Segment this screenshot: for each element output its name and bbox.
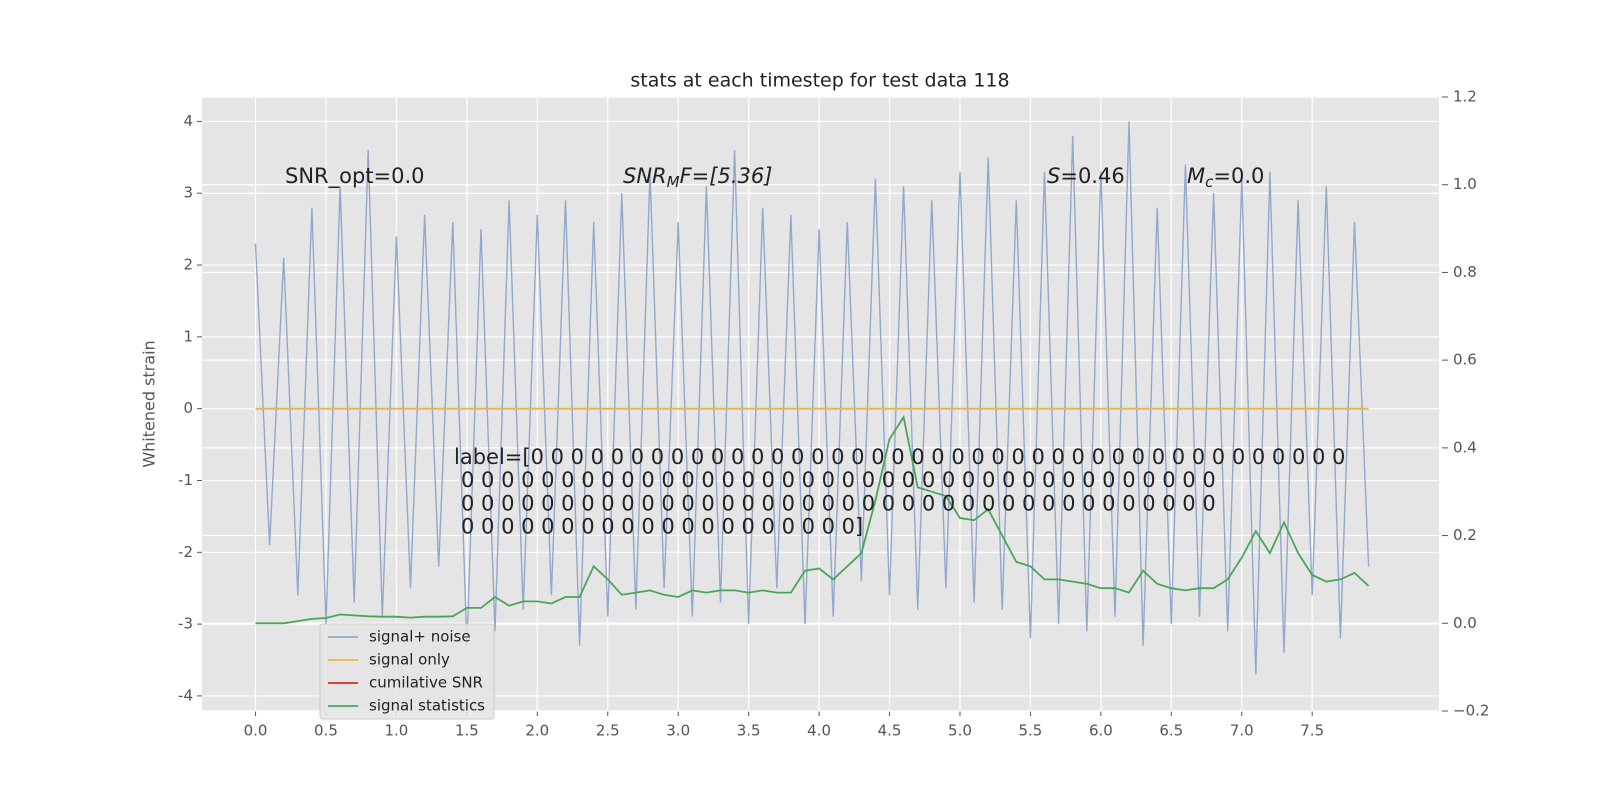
x-tick-label: 2.0	[525, 722, 549, 740]
y2-tick-label: 0.2	[1453, 526, 1477, 544]
y-tick-label: 1	[183, 327, 193, 345]
annotation: SNRMF=[5.36]	[623, 164, 772, 191]
series-line	[255, 414, 1370, 625]
y-tick-label: -1	[178, 471, 193, 489]
x-tick-label: 7.5	[1300, 722, 1324, 740]
x-tick-label: 1.0	[384, 722, 408, 740]
annotation: S=0.46	[1047, 164, 1125, 188]
x-tick-label: 0.5	[314, 722, 338, 740]
y2-tick-label: 0.4	[1453, 438, 1477, 456]
legend-label: cumilative SNR	[369, 674, 483, 692]
y-tick-label: -2	[178, 543, 193, 561]
y-tick-label: 0	[183, 399, 193, 417]
x-tick-label: 6.0	[1089, 722, 1113, 740]
y-tick-label: 3	[183, 184, 193, 202]
y-tick-label: 2	[183, 256, 193, 274]
annotation-main: S	[1047, 164, 1060, 188]
annotation-tail: =0.0	[1213, 164, 1264, 188]
annotation-tail: F=[5.36]	[680, 164, 773, 188]
legend-box	[319, 623, 495, 720]
annotation-tail: =0.46	[1060, 164, 1124, 188]
x-tick-label: 5.5	[1018, 722, 1042, 740]
label-text: 0 0 0 0 0 0 0 0 0 0 0 0 0 0 0 0 0 0 0 0 …	[461, 468, 1216, 492]
x-tick-label: 4.0	[807, 722, 831, 740]
x-tick-label: 0.0	[244, 722, 268, 740]
y-tick-label: 4	[183, 112, 193, 130]
series-line	[254, 121, 1370, 675]
y2-tick-label: 1.2	[1453, 88, 1477, 106]
x-tick-label: 3.0	[666, 722, 690, 740]
x-tick-label: 2.5	[596, 722, 620, 740]
x-tick-label: 7.0	[1230, 722, 1254, 740]
y-tick-label: -4	[178, 686, 193, 704]
annotation-main: SNR	[623, 164, 667, 188]
y2-tick-label: 0.0	[1453, 614, 1477, 632]
legend-label: signal statistics	[369, 697, 485, 715]
annotation-main: SNR_opt=0.0	[285, 164, 425, 189]
annotation-sub: c	[1205, 173, 1214, 191]
label-text: 0 0 0 0 0 0 0 0 0 0 0 0 0 0 0 0 0 0 0 0 …	[461, 491, 1216, 515]
annotation-sub: M	[667, 173, 680, 191]
annotation: Mc=0.0	[1187, 164, 1264, 191]
x-tick-label: 5.0	[948, 722, 972, 740]
x-tick-label: 6.5	[1159, 722, 1183, 740]
y-axis-label: Whitened strain	[140, 340, 159, 467]
y2-tick-label: 1.0	[1453, 175, 1477, 193]
x-tick-label: 1.5	[455, 722, 479, 740]
x-tick-label: 4.5	[878, 722, 902, 740]
y-tick-label: -3	[178, 615, 193, 633]
annotation: SNR_opt=0.0	[285, 164, 425, 189]
y2-tick-label: 0.8	[1453, 263, 1477, 281]
chart-title: stats at each timestep for test data 118	[630, 70, 1009, 92]
y2-tick-label: −0.2	[1453, 702, 1489, 720]
label-text: label=[0 0 0 0 0 0 0 0 0 0 0 0 0 0 0 0 0…	[454, 445, 1345, 469]
legend-label: signal only	[369, 651, 450, 669]
annotation-main: M	[1187, 164, 1205, 188]
x-tick-label: 3.5	[737, 722, 761, 740]
y2-tick-label: 0.6	[1453, 351, 1477, 369]
legend-label: signal+ noise	[369, 628, 471, 646]
label-text: 0 0 0 0 0 0 0 0 0 0 0 0 0 0 0 0 0 0 0 0]	[461, 515, 863, 539]
plot-background	[202, 97, 1439, 711]
